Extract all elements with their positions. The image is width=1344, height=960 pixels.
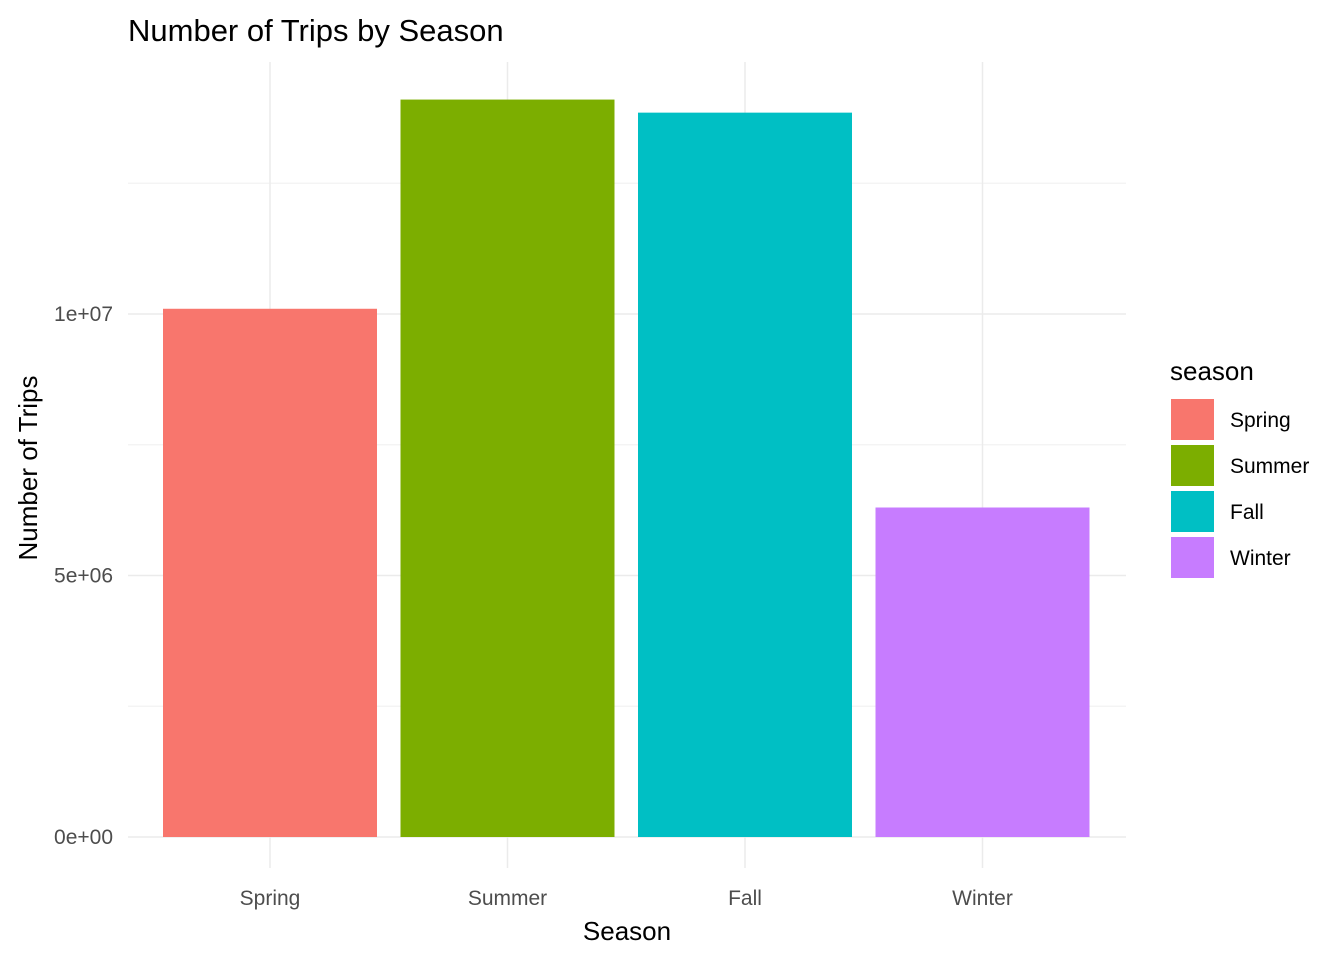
bar-winter [875, 507, 1090, 837]
y-axis-ticks: 0e+00 5e+06 1e+07 [54, 303, 113, 849]
bar-spring [163, 308, 377, 837]
bar-layer [163, 99, 1090, 837]
y-tick-label: 5e+06 [54, 565, 113, 588]
x-tick-label: Spring [240, 887, 301, 910]
legend-swatch-summer [1171, 445, 1214, 486]
legend-title: season [1170, 356, 1254, 386]
bar-fall [638, 112, 852, 837]
legend-swatch-winter [1171, 537, 1214, 578]
x-axis-ticks: Spring Summer Fall Winter [240, 887, 1013, 910]
legend-label: Summer [1230, 455, 1309, 478]
y-tick-label: 1e+07 [54, 303, 113, 326]
legend-swatch-spring [1171, 399, 1214, 440]
bar-summer [400, 99, 615, 837]
x-tick-label: Summer [468, 887, 547, 910]
legend: season Spring Summer Fall Winter [1170, 356, 1309, 578]
legend-label: Fall [1230, 501, 1264, 524]
legend-swatch-fall [1171, 491, 1214, 532]
x-axis-title: Season [583, 916, 671, 946]
x-tick-label: Fall [728, 887, 762, 910]
chart-title: Number of Trips by Season [128, 13, 504, 48]
legend-label: Winter [1230, 547, 1291, 570]
y-tick-label: 0e+00 [54, 826, 113, 849]
legend-label: Spring [1230, 409, 1291, 432]
y-axis-title: Number of Trips [13, 376, 43, 561]
x-tick-label: Winter [952, 887, 1013, 910]
legend-entries: Spring Summer Fall Winter [1171, 399, 1309, 578]
